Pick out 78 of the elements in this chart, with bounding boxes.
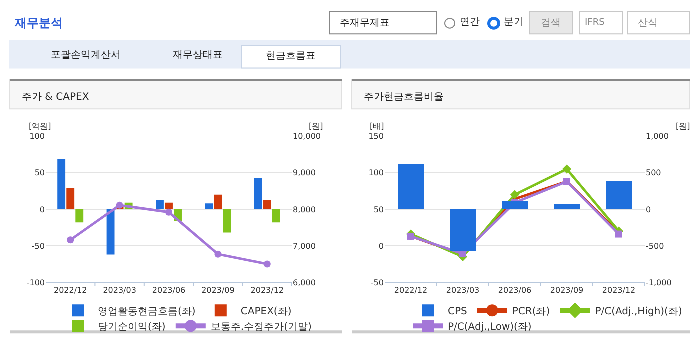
legend-label: 영업활동현금흐름(좌): [98, 306, 196, 318]
x-tick-label: 2022/12: [394, 286, 428, 296]
point: [116, 202, 124, 209]
y-tick-label: -100: [26, 278, 45, 288]
text: 연간: [460, 17, 480, 28]
text: 재무분석: [14, 16, 63, 30]
y-axis-title: [배]: [370, 122, 384, 131]
y2-tick-label: -1,000: [646, 278, 672, 288]
x-tick-label: 2023/06: [152, 286, 186, 296]
y-tick-label: 0: [378, 242, 384, 251]
text: 산식: [638, 18, 658, 29]
bar: [398, 164, 424, 210]
y2-tick-label: 10,000: [293, 132, 321, 142]
legend-label: P/C(Adj.,Low)(좌): [448, 322, 532, 334]
point: [166, 208, 172, 216]
legend-label: CPS: [448, 306, 468, 318]
legend-label: 당기순이익(좌): [98, 322, 166, 334]
y2-tick-label: 500: [646, 168, 662, 178]
legend-label: PCR(좌): [512, 306, 550, 318]
bar: [272, 209, 280, 223]
x-tick-label: 2023/03: [446, 286, 480, 296]
y-tick-label: 100: [368, 168, 384, 178]
y-tick-label: 0: [40, 205, 45, 214]
y-tick-label: -50: [370, 278, 384, 288]
bar: [76, 209, 84, 223]
y-axis-title: [억원]: [29, 122, 52, 131]
bar: [554, 204, 580, 210]
point: [214, 250, 222, 258]
point: [510, 190, 520, 200]
bar: [165, 202, 173, 210]
y2-tick-label: 9,000: [293, 168, 316, 178]
text: IFRS: [585, 18, 606, 28]
y2-tick-label: 1,000: [646, 132, 669, 142]
y2-axis-title: [원]: [309, 122, 324, 131]
text: 주재무제표: [340, 18, 390, 29]
y-tick-label: 50: [374, 205, 384, 214]
bar: [502, 201, 528, 210]
x-tick-label: 2023/09: [202, 286, 235, 296]
bar: [156, 200, 164, 210]
bar: [66, 188, 75, 210]
bar: [58, 159, 66, 210]
text: 현금흐름표: [266, 51, 316, 62]
y-tick-label: 50: [34, 168, 45, 178]
x-tick-label: 2022/12: [54, 286, 88, 296]
bar: [606, 180, 632, 210]
point: [67, 236, 74, 244]
y2-tick-label: -500: [646, 242, 664, 251]
chart-title: 주가현금흐름비율: [364, 92, 444, 103]
bar: [223, 209, 232, 233]
x-tick-label: 2023/09: [550, 286, 584, 296]
y2-tick-label: 0: [646, 205, 652, 214]
legend-label: CAPEX(좌): [240, 306, 292, 318]
bar: [263, 200, 272, 210]
bar: [450, 209, 476, 252]
x-tick-label: 2023/12: [250, 286, 284, 296]
bar: [106, 209, 115, 255]
y2-axis-title: [원]: [676, 122, 690, 131]
chart-title: 주가 & CAPEX: [22, 92, 90, 103]
y2-tick-label: 6,000: [293, 278, 316, 288]
y2-tick-label: 7,000: [293, 242, 316, 251]
y-tick-label: 150: [368, 132, 384, 142]
text: 포괄손익계산서: [51, 50, 121, 61]
y-tick-label: 100: [30, 132, 45, 142]
point: [264, 260, 271, 268]
y2-tick-label: 8,000: [293, 205, 316, 214]
x-tick-label: 2023/03: [103, 286, 136, 296]
x-tick-label: 2023/06: [498, 286, 532, 296]
text: 재무상태표: [173, 50, 223, 61]
text: 검색: [541, 18, 561, 29]
text: 분기: [504, 17, 524, 28]
point: [562, 164, 572, 174]
legend-label: 보통주.수정주가(기말): [210, 322, 312, 334]
y-tick-label: -50: [32, 242, 45, 251]
bar: [254, 178, 262, 210]
legend-label: P/C(Adj.,High)(좌): [595, 306, 682, 318]
x-tick-label: 2023/12: [602, 286, 636, 296]
bar: [205, 204, 214, 210]
bar: [214, 194, 222, 210]
